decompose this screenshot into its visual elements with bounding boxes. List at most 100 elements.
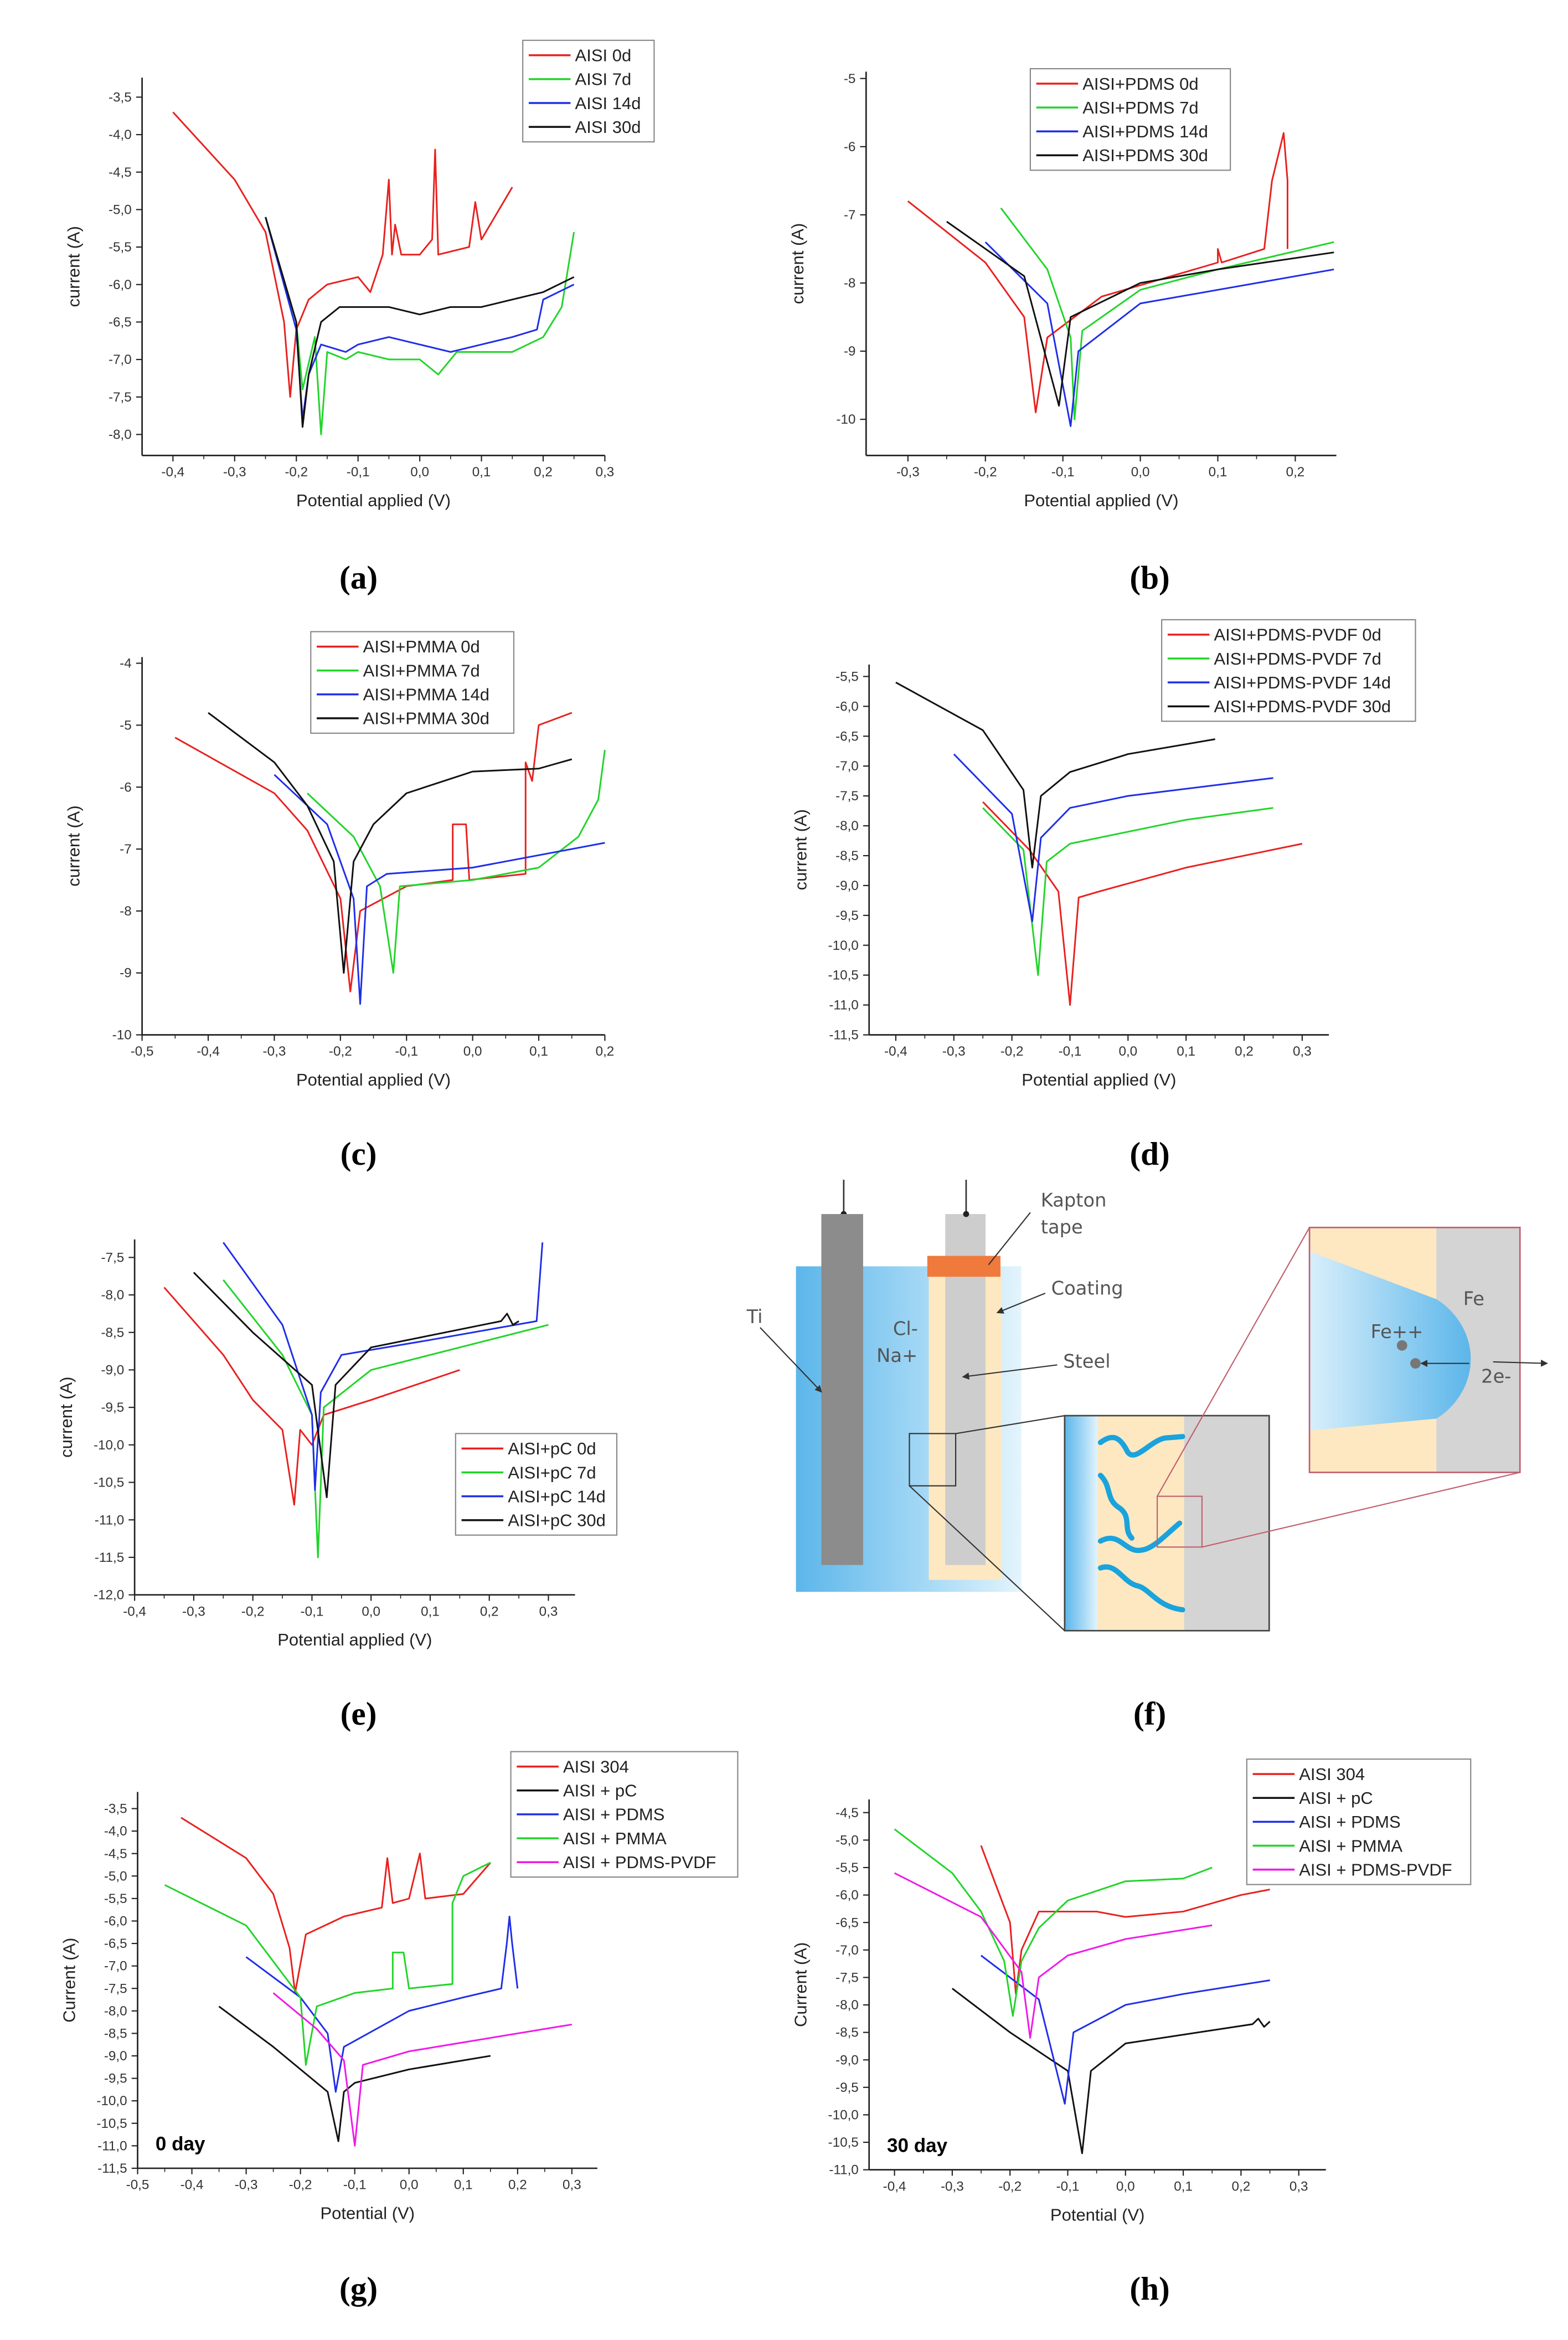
- series-line-1: [307, 749, 606, 974]
- x-tick-label: 0,1: [1174, 2179, 1193, 2194]
- legend-entry: AISI 0d: [575, 46, 632, 65]
- y-tick-label: -9,5: [101, 1400, 124, 1415]
- legend-entry: AISI+pC 0d: [508, 1439, 596, 1458]
- y-tick-label: -10,0: [828, 2108, 859, 2123]
- y-axis-label: Current (A): [791, 1942, 810, 2027]
- legend-box: [522, 39, 655, 143]
- series-line-3: [208, 712, 572, 974]
- y-tick-label: -7,5: [101, 1250, 124, 1265]
- legend-entry: AISI + pC: [563, 1781, 637, 1801]
- x-tick-label: -0,3: [223, 465, 246, 480]
- y-tick-label: -11,5: [829, 1028, 858, 1043]
- x-tick-label: 0,3: [539, 1604, 558, 1619]
- y-tick-label: -9,0: [835, 2053, 859, 2068]
- y-tick-label: -11,5: [97, 2161, 127, 2176]
- x-tick-label: -0,2: [285, 465, 308, 480]
- legend-entry: AISI + PMMA: [1299, 1836, 1402, 1855]
- series-line-1: [982, 807, 1273, 976]
- x-tick-label: -0,2: [998, 2179, 1022, 2194]
- y-tick-label: -7,5: [104, 1981, 127, 1996]
- x-tick-label: 0,3: [1293, 1044, 1312, 1059]
- y-tick-label: -5,5: [109, 240, 132, 255]
- y-tick-label: -8: [844, 276, 856, 291]
- x-tick-label: -0,4: [197, 1044, 220, 1059]
- series-line-0: [907, 132, 1288, 414]
- x-tick-label: 0,1: [1177, 1044, 1195, 1059]
- panel-label-e: (e): [341, 1695, 377, 1732]
- panel-label-h: (h): [1129, 2270, 1169, 2307]
- y-tick-label: -8,5: [101, 1325, 124, 1340]
- legend-box: [310, 631, 515, 734]
- y-tick-label: -11,0: [95, 1513, 124, 1528]
- chart-d: -0,4 -0,3 -0,2 -0,1 0,0 0,1 0,2 0,3 -5,5 -6,0 -6,5…: [791, 619, 1416, 1089]
- y-tick-label: -5,5: [835, 669, 859, 684]
- day-annotation: 30 day: [887, 2135, 948, 2156]
- series-line-4: [894, 1872, 1213, 2039]
- y-axis-label: current (A): [788, 223, 807, 304]
- coating-closeup: [1064, 1415, 1270, 1632]
- legend-entry: AISI 30d: [575, 117, 641, 137]
- y-tick-label: -7: [120, 842, 132, 857]
- x-tick-label: -0,2: [974, 465, 997, 480]
- y-tick-label: -5,0: [109, 203, 132, 218]
- y-tick-label: -6,5: [109, 315, 132, 330]
- series-line-3: [193, 1272, 519, 1498]
- legend: AISI 304 AISI + pC AISI + PDMS AISI + PMMA A…: [1246, 1758, 1472, 1885]
- panel-label-g: (g): [339, 2270, 378, 2307]
- chart-b: -0,3 -0,2 -0,1 0,0 0,1 0,2 -5 -6 -7 -8 -9 -10 Potent…: [788, 68, 1337, 510]
- x-tick-label: 0,1: [454, 2178, 473, 2193]
- zoom-region-box: [909, 1433, 957, 1487]
- x-tick-label: -0,4: [161, 465, 184, 480]
- y-tick-label: -6,0: [109, 277, 132, 292]
- y-tick-label: -9,5: [835, 908, 859, 923]
- legend-entry: AISI+PMMA 30d: [363, 709, 489, 728]
- legend-entry: AISI + PDMS-PVDF: [563, 1853, 716, 1872]
- legend-entry: AISI+pC 7d: [508, 1463, 596, 1482]
- legend-box: [1161, 619, 1416, 722]
- y-tick-label: -5,5: [835, 1860, 859, 1875]
- x-tick-label: 0,0: [410, 465, 429, 480]
- panel-label-d: (d): [1129, 1135, 1169, 1172]
- legend-entry: AISI + PDMS: [1299, 1812, 1400, 1832]
- x-tick-label: -0,4: [123, 1604, 146, 1619]
- legend: AISI+pC 0d AISI+pC 7d AISI+pC 14d AISI+pC 3…: [455, 1433, 618, 1536]
- electrochemical-cell-diagram: Kapton tape Coating Ti Cl- Na+ Steel: [746, 1180, 1548, 1632]
- x-tick-label: -0,3: [263, 1044, 286, 1059]
- legend-entry: AISI+pC 14d: [508, 1487, 606, 1506]
- y-tick-label: -7,5: [835, 789, 859, 804]
- fe-ion-dot: [1410, 1358, 1421, 1369]
- x-tick-label: -0,4: [180, 2178, 204, 2193]
- x-tick-label: 0,2: [480, 1604, 499, 1619]
- legend: AISI+PDMS 0d AISI+PDMS 7d AISI+PDMS 14d AIS…: [1029, 68, 1231, 171]
- x-tick-label: 0,1: [421, 1604, 440, 1619]
- legend-entry: AISI+PDMS-PVDF 0d: [1214, 625, 1381, 645]
- y-tick-label: -9,0: [835, 878, 859, 893]
- x-tick-label: 0,0: [362, 1604, 380, 1619]
- zoom-connector: [909, 1485, 1065, 1632]
- kapton-label-1: Kapton: [1041, 1190, 1107, 1211]
- x-tick-label: 0,3: [1290, 2179, 1308, 2194]
- panel-label-c: (c): [341, 1135, 377, 1172]
- y-axis-label: Current (A): [59, 1938, 79, 2023]
- na-label: Na+: [876, 1345, 917, 1366]
- steel-label: Steel: [1063, 1351, 1110, 1372]
- y-tick-label: -5,5: [104, 1891, 127, 1906]
- y-tick-label: -10,5: [94, 1475, 124, 1490]
- series-line-2: [245, 1915, 519, 2093]
- electrons-label: 2e-: [1481, 1366, 1511, 1387]
- y-tick-label: -10,5: [96, 2116, 127, 2131]
- x-tick-label: -0,4: [883, 2179, 906, 2194]
- ti-electrode: [821, 1214, 863, 1565]
- x-tick-label: -0,3: [896, 465, 920, 480]
- legend-entry: AISI + PDMS-PVDF: [1299, 1860, 1452, 1879]
- series-line-1: [218, 2005, 491, 2142]
- series-line-2: [984, 241, 1334, 427]
- x-tick-label: -0,1: [343, 2178, 367, 2193]
- y-tick-label: -10: [112, 1028, 132, 1043]
- series-line-1: [223, 1279, 549, 1559]
- x-axis-label: Potential applied (V): [1024, 491, 1178, 510]
- x-tick-label: -0,3: [235, 2178, 258, 2193]
- series-line-3: [164, 1861, 491, 2066]
- x-axis-label: Potential (V): [320, 2204, 415, 2223]
- y-tick-label: -7: [844, 208, 856, 223]
